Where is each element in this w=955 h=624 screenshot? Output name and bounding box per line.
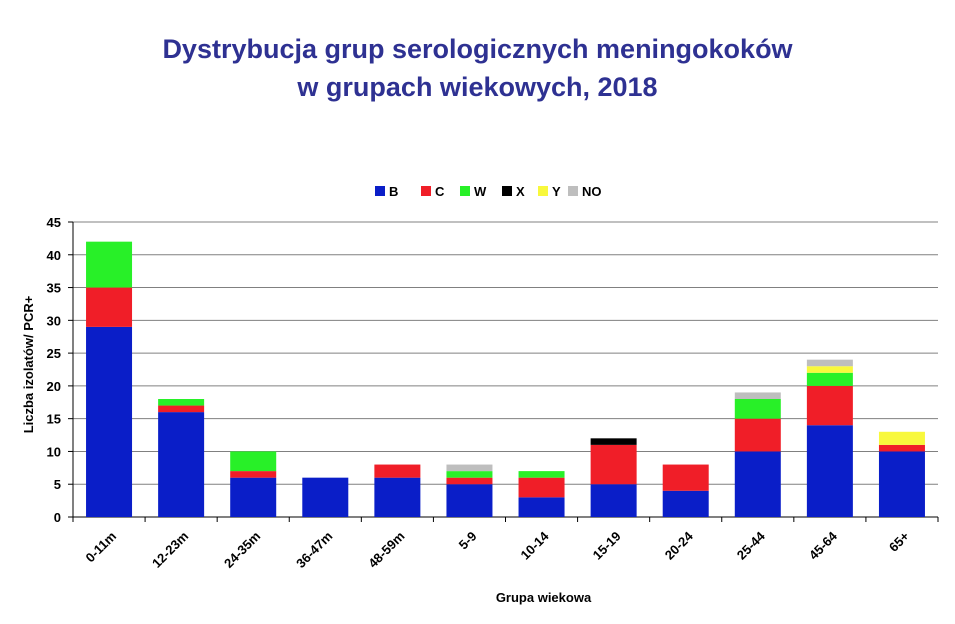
legend-swatch-no: [568, 186, 578, 196]
y-tick-label: 20: [47, 379, 61, 394]
bar-segment-w: [518, 471, 565, 478]
bar-segment-b: [806, 425, 853, 517]
legend-label-x: X: [516, 184, 525, 199]
bar-segment-b: [446, 484, 493, 517]
bar-segment-x: [590, 438, 637, 445]
bar-segment-b: [302, 477, 349, 517]
y-tick-label: 0: [54, 510, 61, 525]
bar-segment-no: [806, 359, 853, 367]
legend-label-no: NO: [582, 184, 602, 199]
bar-segment-c: [230, 471, 277, 478]
bar-segment-y: [878, 431, 925, 445]
y-tick-label: 10: [47, 444, 61, 459]
bar-segment-w: [86, 241, 133, 288]
y-axis-label: Liczba izolatów/ PCR+: [21, 295, 36, 433]
legend-label-w: W: [474, 184, 487, 199]
legend-label-c: C: [435, 184, 445, 199]
x-tick-label: 48-59m: [365, 529, 407, 571]
bar-segment-c: [878, 444, 925, 452]
x-tick-label: 24-35m: [221, 529, 263, 571]
chart-title-line-2: w grupach wiekowych, 2018: [297, 72, 658, 102]
bar-segment-b: [734, 451, 781, 517]
bar-segment-b: [374, 477, 421, 517]
x-tick-label: 5-9: [456, 529, 480, 553]
legend-swatch-c: [421, 186, 431, 196]
legend-swatch-b: [375, 186, 385, 196]
x-tick-label: 15-19: [590, 529, 624, 563]
y-tick-label: 30: [47, 313, 61, 328]
y-tick-label: 15: [47, 412, 61, 427]
x-tick-label: 25-44: [734, 528, 769, 563]
y-tick-label: 40: [47, 248, 61, 263]
y-tick-label: 35: [47, 281, 61, 296]
bar-segment-no: [734, 392, 781, 399]
legend-swatch-x: [502, 186, 512, 196]
y-tick-label: 25: [47, 346, 61, 361]
bar-segment-b: [86, 326, 133, 517]
bar-segment-no: [446, 464, 493, 472]
bar-segment-w: [230, 451, 277, 472]
x-axis-label: Grupa wiekowa: [496, 590, 592, 605]
bar-segment-w: [734, 399, 781, 419]
legend-swatch-w: [460, 186, 470, 196]
y-tick-label: 45: [47, 215, 61, 230]
y-tick-label: 5: [54, 477, 61, 492]
legend-label-y: Y: [552, 184, 561, 199]
bar-segment-c: [590, 444, 637, 485]
bar-segment-b: [662, 490, 709, 517]
bar-segment-c: [86, 287, 133, 327]
bar-segment-c: [734, 418, 781, 452]
x-tick-label: 45-64: [806, 528, 841, 563]
bar-segment-c: [806, 385, 853, 426]
bar-segment-w: [446, 471, 493, 478]
bar-segment-b: [158, 412, 205, 517]
chart-title: Dystrybucja grup serologicznych meningok…: [0, 30, 955, 106]
x-tick-label: 10-14: [518, 528, 553, 563]
bar-segment-b: [590, 484, 637, 517]
bar-segment-c: [158, 405, 205, 413]
x-tick-label: 20-24: [662, 528, 697, 563]
bar-segment-c: [374, 464, 421, 478]
chart-title-line-1: Dystrybucja grup serologicznych meningok…: [162, 34, 793, 64]
bar-segment-b: [230, 477, 277, 517]
legend-swatch-y: [538, 186, 548, 196]
bar-segment-b: [878, 451, 925, 517]
legend-label-b: B: [389, 184, 398, 199]
x-tick-label: 0-11m: [82, 529, 119, 566]
bar-segment-c: [518, 477, 565, 498]
bar-segment-b: [518, 497, 565, 517]
bar-segment-c: [662, 464, 709, 491]
bar-segment-c: [446, 477, 493, 485]
bar-segment-y: [806, 366, 853, 373]
bar-segment-w: [806, 372, 853, 386]
x-tick-label: 65+: [886, 528, 912, 554]
bar-segment-w: [158, 399, 205, 406]
x-tick-label: 36-47m: [293, 529, 335, 571]
x-tick-label: 12-23m: [149, 529, 191, 571]
